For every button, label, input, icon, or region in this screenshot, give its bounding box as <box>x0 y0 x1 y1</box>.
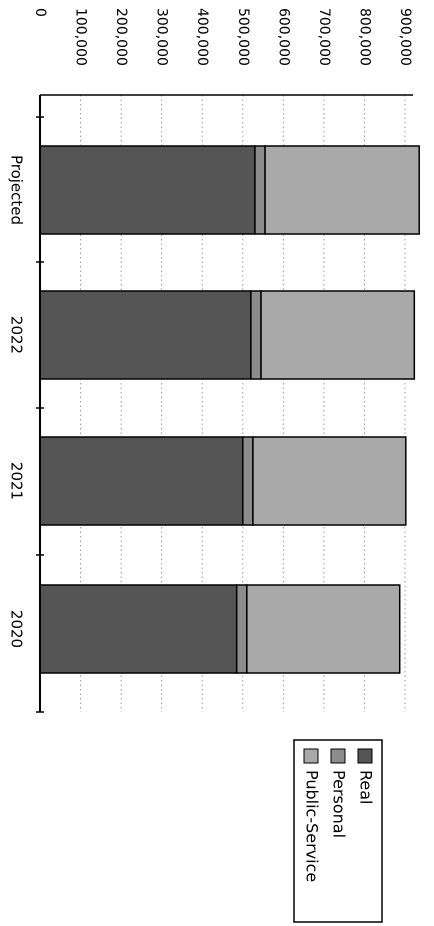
legend: Real Personal Public-Service <box>293 739 383 923</box>
legend-swatch-real <box>357 748 373 764</box>
value-tick-label-6: 600,000 <box>275 8 291 66</box>
bar-2022-real <box>39 290 252 380</box>
category-label-2: 2021 <box>8 462 26 500</box>
value-tick-label-8: 800,000 <box>356 8 372 66</box>
value-tick-labels: 0 100,000 200,000 300,000 400,000 500,000 600,… <box>32 8 413 66</box>
category-label-0: Projected <box>8 155 26 225</box>
legend-label-real: Real <box>357 770 376 805</box>
category-label-3: 2020 <box>8 610 26 648</box>
bar-2020-personal <box>235 584 248 674</box>
bar-2021-public-service <box>252 436 407 526</box>
legend-label-personal: Personal <box>330 770 349 838</box>
legend-swatch-public-service <box>303 748 319 764</box>
bar-2020-real <box>39 584 238 674</box>
legend-swatch-personal <box>330 748 346 764</box>
category-label-1: 2022 <box>8 316 26 354</box>
category-labels: Projected 2022 2021 2020 <box>8 155 26 648</box>
bar-projected-personal <box>254 145 266 235</box>
axes <box>36 94 413 713</box>
bar-2020-public-service <box>246 584 401 674</box>
value-tick-label-2: 200,000 <box>113 8 129 66</box>
value-tick-label-5: 500,000 <box>235 8 251 66</box>
value-tick-label-9: 900,000 <box>397 8 413 66</box>
bar-projected-public-service <box>264 145 420 235</box>
bars <box>39 145 420 674</box>
value-tick-label-4: 400,000 <box>194 8 210 66</box>
bar-2022-public-service <box>260 290 416 380</box>
value-tick-label-0: 0 <box>32 8 48 17</box>
bar-2021-real <box>39 436 244 526</box>
value-tick-label-3: 300,000 <box>154 8 170 66</box>
bar-2021-personal <box>242 436 254 526</box>
bar-2022-personal <box>250 290 262 380</box>
value-tick-label-7: 700,000 <box>316 8 332 66</box>
bar-projected-real <box>39 145 256 235</box>
value-tick-label-1: 100,000 <box>73 8 89 66</box>
legend-label-public-service: Public-Service <box>303 770 322 882</box>
legend-box <box>293 739 383 923</box>
